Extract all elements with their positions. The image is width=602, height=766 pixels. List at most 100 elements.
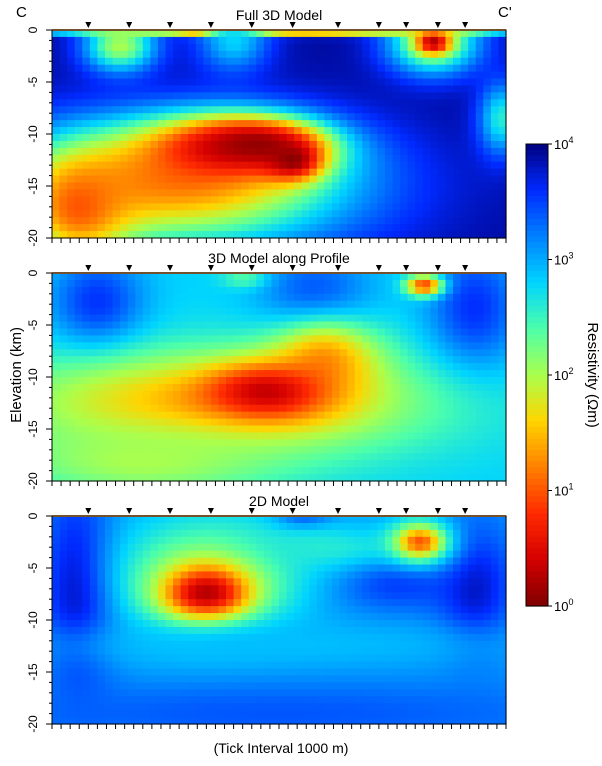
- heatmap-cell: [256, 210, 265, 218]
- heatmap-cell: [475, 106, 484, 114]
- heatmap-cell: [120, 92, 129, 100]
- heatmap-cell: [468, 224, 477, 232]
- heatmap-cell: [324, 446, 333, 454]
- heatmap-cell: [180, 286, 189, 295]
- heatmap-cell: [271, 342, 280, 350]
- heatmap-cell: [347, 397, 356, 406]
- heatmap-cell: [445, 453, 454, 461]
- heatmap-cell: [301, 57, 310, 66]
- heatmap-cell: [59, 210, 68, 218]
- heatmap-cell: [324, 606, 333, 614]
- heatmap-cell: [82, 453, 91, 461]
- heatmap-cell: [89, 286, 98, 295]
- heatmap-cell: [309, 30, 318, 38]
- heatmap-cell: [339, 571, 348, 579]
- heatmap-cell: [188, 210, 197, 218]
- heatmap-cell: [241, 328, 250, 336]
- heatmap-cell: [369, 432, 378, 440]
- heatmap-cell: [112, 640, 121, 649]
- heatmap-cell: [256, 175, 265, 184]
- heatmap-cell: [52, 349, 61, 357]
- heatmap-cell: [248, 175, 257, 184]
- heatmap-cell: [112, 411, 121, 420]
- heatmap-cell: [112, 425, 121, 434]
- heatmap-cell: [415, 140, 424, 149]
- heatmap-cell: [422, 432, 431, 440]
- heatmap-cell: [248, 335, 257, 343]
- heatmap-cell: [301, 64, 310, 73]
- heatmap-cell: [173, 453, 182, 461]
- heatmap-cell: [104, 50, 114, 59]
- heatmap-cell: [483, 432, 492, 440]
- heatmap-cell: [430, 36, 439, 45]
- heatmap-cell: [233, 210, 242, 218]
- heatmap-cell: [165, 640, 174, 649]
- heatmap-cell: [400, 592, 409, 600]
- heatmap-cell: [52, 439, 61, 447]
- heatmap-cell: [195, 620, 204, 628]
- heatmap-cell: [203, 356, 212, 364]
- heatmap-cell: [180, 196, 189, 204]
- heatmap-cell: [339, 127, 348, 135]
- heatmap-cell: [460, 633, 469, 642]
- heatmap-cell: [74, 543, 83, 552]
- heatmap-cell: [188, 106, 197, 114]
- heatmap-cell: [271, 168, 280, 177]
- heatmap-cell: [445, 633, 454, 642]
- heatmap-cell: [339, 404, 348, 413]
- heatmap-cell: [490, 335, 500, 343]
- heatmap-cell: [165, 411, 174, 420]
- heatmap-cell: [210, 633, 220, 642]
- heatmap-cell: [324, 168, 333, 177]
- heatmap-cell: [157, 599, 167, 607]
- heatmap-cell: [445, 99, 454, 107]
- heatmap-cell: [422, 633, 431, 642]
- heatmap-cell: [362, 390, 371, 399]
- heatmap-cell: [294, 64, 303, 73]
- heatmap-cell: [104, 606, 114, 614]
- heatmap-cell: [331, 342, 341, 350]
- heatmap-cell: [188, 85, 197, 93]
- heatmap-cell: [331, 134, 341, 142]
- heatmap-cell: [339, 279, 348, 288]
- heatmap-cell: [400, 307, 409, 316]
- heatmap-cell: [233, 411, 242, 420]
- heatmap-cell: [241, 189, 250, 197]
- heatmap-cell: [120, 356, 129, 364]
- heatmap-cell: [294, 57, 303, 66]
- heatmap-cell: [74, 147, 83, 156]
- heatmap-cell: [362, 328, 371, 336]
- heatmap-cell: [218, 307, 227, 316]
- heatmap-cell: [97, 321, 106, 330]
- heatmap-cell: [377, 99, 386, 107]
- heatmap-cell: [384, 349, 394, 357]
- heatmap-cell: [309, 432, 318, 440]
- heatmap-cell: [226, 335, 235, 343]
- heatmap-cell: [180, 175, 189, 184]
- heatmap-cell: [475, 140, 484, 149]
- heatmap-cell: [195, 356, 204, 364]
- heatmap-cell: [150, 363, 159, 371]
- heatmap-cell: [392, 550, 401, 559]
- heatmap-cell: [286, 120, 295, 128]
- heatmap-cell: [82, 620, 91, 628]
- heatmap-cell: [248, 78, 257, 87]
- heatmap-cell: [286, 43, 295, 52]
- heatmap-cell: [157, 640, 167, 649]
- heatmap-cell: [430, 134, 439, 142]
- heatmap-cell: [407, 99, 416, 107]
- heatmap-cell: [142, 279, 151, 288]
- heatmap-cell: [453, 120, 462, 128]
- heatmap-cell: [354, 43, 363, 52]
- heatmap-cell: [271, 196, 280, 204]
- heatmap-cell: [445, 203, 454, 211]
- heatmap-cell: [400, 606, 409, 614]
- heatmap-cell: [226, 85, 235, 93]
- heatmap-cell: [218, 550, 227, 559]
- heatmap-cell: [430, 557, 439, 566]
- heatmap-cell: [437, 71, 447, 80]
- heatmap-cell: [453, 92, 462, 100]
- heatmap-cell: [369, 557, 378, 566]
- heatmap-cell: [407, 175, 416, 184]
- heatmap-cell: [392, 50, 401, 59]
